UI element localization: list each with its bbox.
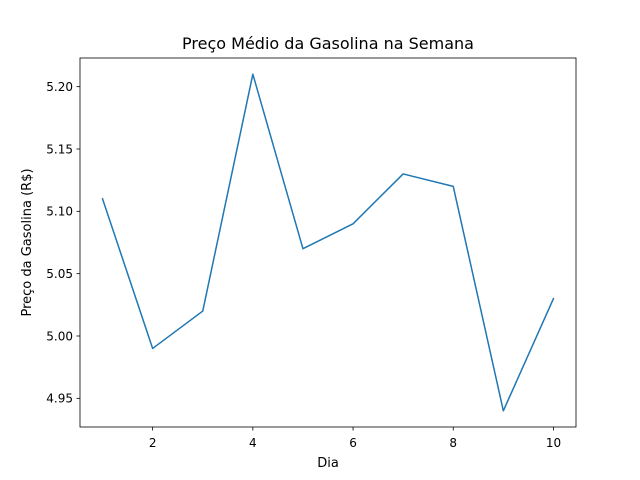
x-axis-ticks: 2 4 6 8 10 [149, 427, 561, 450]
x-axis-label: Dia [317, 456, 339, 471]
y-tick-label: 5.20 [46, 80, 73, 94]
chart-title: Preço Médio da Gasolina na Semana [182, 34, 474, 53]
plot-area [80, 58, 576, 427]
x-tick-label: 10 [546, 436, 561, 450]
y-axis-ticks: 4.95 5.00 5.05 5.10 5.15 5.20 [46, 80, 80, 406]
plot-frame [79, 57, 577, 428]
x-tick-label: 6 [349, 436, 357, 450]
y-tick-label: 5.15 [46, 142, 73, 156]
series-line [101, 73, 555, 412]
y-axis-label: Preço da Gasolina (R$) [20, 168, 35, 316]
y-tick-label: 5.05 [46, 267, 73, 281]
y-tick-label: 5.00 [46, 329, 73, 343]
y-tick-label: 5.10 [46, 205, 73, 219]
x-tick-label: 8 [449, 436, 457, 450]
x-tick-label: 2 [149, 436, 157, 450]
x-tick-label: 4 [249, 436, 257, 450]
y-tick-label: 4.95 [46, 392, 73, 406]
